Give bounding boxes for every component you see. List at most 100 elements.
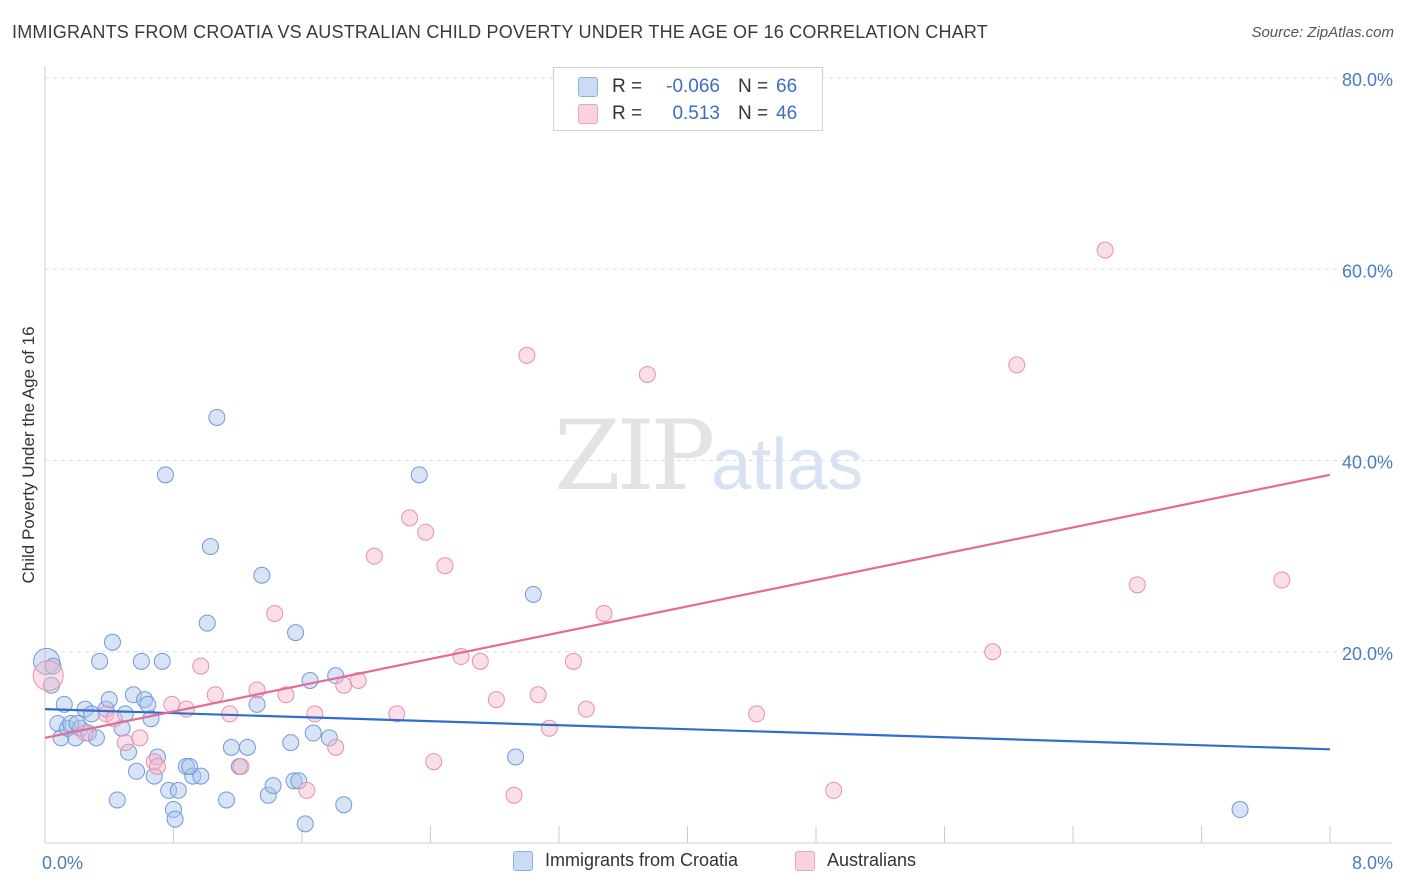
legend-r-value: 0.513 — [672, 103, 720, 124]
data-point-australians — [32, 660, 64, 692]
data-point-australians — [748, 705, 766, 723]
x-tick-label: 8.0% — [1352, 853, 1393, 873]
legend-swatch-croatia — [578, 77, 598, 97]
legend-n-label: N = — [738, 103, 769, 124]
legend-swatch-australians — [795, 850, 815, 871]
legend-swatch-australians — [578, 104, 598, 124]
legend-item-croatia: Immigrants from Croatia — [513, 850, 738, 871]
y-tick-label: 80.0% — [1342, 70, 1393, 90]
data-point-australians — [577, 700, 595, 718]
data-point-australians — [487, 691, 505, 709]
data-point-australians — [595, 605, 613, 622]
legend-n-value: 46 — [776, 103, 798, 124]
data-point-croatia — [208, 408, 226, 426]
legend-swatch-croatia — [513, 850, 533, 871]
data-point-australians — [540, 719, 558, 737]
data-point-croatia — [259, 786, 277, 804]
data-point-australians — [365, 547, 383, 565]
data-point-croatia — [335, 796, 353, 814]
legend-row-croatia: R = -0.066 N = 66 — [578, 74, 797, 100]
data-point-australians — [564, 652, 582, 670]
x-tick-label: 0.0% — [42, 853, 83, 873]
data-point-australians — [277, 686, 295, 704]
legend-item-australians: Australians — [795, 850, 916, 871]
y-tick-label: 60.0% — [1342, 261, 1393, 281]
data-point-croatia — [296, 815, 314, 833]
data-point-croatia — [124, 686, 142, 704]
data-point-croatia — [238, 738, 256, 756]
data-point-australians — [984, 643, 1002, 661]
data-point-croatia — [108, 791, 126, 809]
data-point-australians — [306, 705, 324, 723]
data-point-croatia — [156, 466, 174, 484]
data-point-australians — [638, 365, 656, 383]
data-point-australians — [436, 557, 454, 575]
data-point-croatia — [248, 695, 266, 713]
data-point-australians — [1008, 356, 1026, 374]
legend-label-australians: Australians — [827, 850, 917, 870]
data-point-australians — [116, 734, 134, 752]
data-point-croatia — [87, 729, 105, 747]
trendlines — [44, 473, 1331, 751]
data-point-croatia — [128, 762, 146, 780]
data-point-australians — [425, 753, 443, 771]
data-point-australians — [471, 652, 489, 670]
data-point-australians — [1273, 571, 1291, 589]
data-point-croatia — [103, 633, 121, 651]
data-point-australians — [298, 781, 316, 799]
data-point-croatia — [91, 652, 109, 670]
data-point-croatia — [192, 767, 210, 785]
data-point-croatia — [67, 729, 85, 747]
data-point-australians — [206, 686, 224, 704]
data-point-croatia — [160, 781, 178, 799]
data-point-croatia — [253, 566, 271, 584]
data-point-croatia — [524, 585, 542, 603]
data-point-croatia — [132, 652, 150, 670]
watermark-atlas: atlas — [711, 425, 864, 505]
data-point-croatia — [181, 758, 199, 775]
data-point-croatia — [83, 705, 101, 723]
source-credit: Source: ZipAtlas.com — [1251, 24, 1394, 41]
data-point-australians — [388, 705, 406, 723]
legend-r-value: -0.066 — [666, 76, 720, 97]
data-point-croatia — [169, 781, 187, 799]
series-croatia-points — [33, 408, 1249, 833]
data-point-australians — [192, 657, 210, 675]
data-point-australians — [518, 346, 536, 364]
data-point-australians — [145, 753, 163, 771]
data-point-australians — [148, 758, 166, 775]
data-point-australians — [349, 671, 367, 689]
data-point-croatia — [218, 791, 236, 809]
data-point-croatia — [100, 691, 118, 709]
data-point-croatia — [304, 724, 322, 742]
tick-labels: 20.0% 40.0% 60.0% 80.0% 0.0% 8.0% — [42, 70, 1393, 873]
data-point-australians — [1128, 576, 1146, 594]
data-point-croatia — [166, 810, 184, 828]
data-point-croatia — [282, 734, 300, 752]
data-point-croatia — [153, 652, 171, 670]
data-point-croatia — [49, 714, 67, 732]
axes — [44, 66, 1392, 844]
data-point-croatia — [201, 538, 219, 556]
data-point-australians — [505, 786, 523, 804]
data-point-croatia — [507, 748, 525, 766]
data-point-croatia — [139, 695, 157, 713]
watermark-zip: ZIP — [554, 400, 715, 512]
data-point-australians — [232, 758, 250, 775]
legend-label-croatia: Immigrants from Croatia — [545, 850, 739, 870]
data-point-croatia — [145, 767, 163, 785]
data-point-australians — [1096, 241, 1114, 259]
legend-row-australians: R = 0.513 N = 46 — [578, 101, 797, 127]
y-axis-title: Child Poverty Under the Age of 16 — [19, 326, 38, 583]
data-point-australians — [335, 676, 353, 694]
data-point-australians — [327, 738, 345, 756]
data-point-croatia — [222, 738, 240, 756]
y-tick-label: 20.0% — [1342, 644, 1393, 664]
legend-n-value: 66 — [776, 76, 798, 97]
data-point-croatia — [287, 624, 305, 642]
data-point-croatia — [198, 614, 216, 632]
data-point-australians — [131, 729, 149, 747]
data-point-croatia — [148, 748, 166, 766]
data-point-croatia — [55, 695, 73, 713]
trendline-croatia — [44, 708, 1331, 751]
